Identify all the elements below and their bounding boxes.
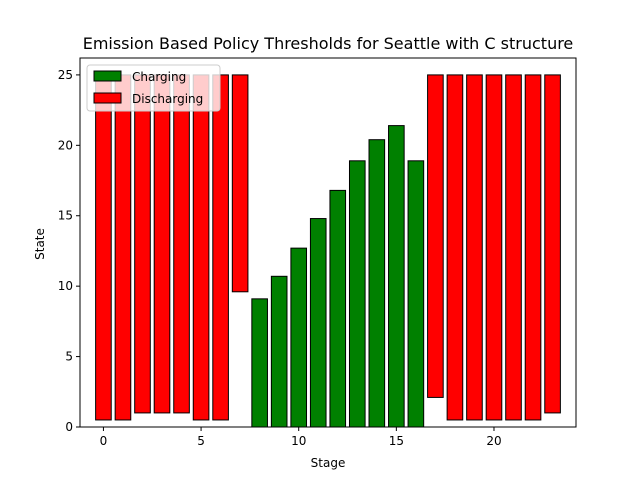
charging-legend-swatch [93, 70, 122, 82]
discharging-bar [231, 74, 249, 293]
discharging-bar [153, 74, 171, 414]
y-tick-label: 20 [58, 138, 73, 152]
charging-bar [329, 189, 347, 428]
discharging-bar [544, 74, 561, 414]
x-tick-label: 20 [486, 434, 501, 448]
discharging-bar [95, 74, 112, 421]
discharging-bar [192, 74, 210, 421]
chart-title: Emission Based Policy Thresholds for Sea… [83, 34, 574, 53]
charging-bar [270, 275, 288, 428]
x-tick-label: 15 [389, 434, 404, 448]
charging-bar [290, 247, 308, 428]
discharging-bar [212, 74, 229, 421]
charging-bar [309, 218, 327, 428]
discharging-bar [114, 74, 132, 421]
x-axis-label: Stage [311, 456, 346, 470]
discharging-bar [446, 74, 464, 421]
x-tick-label: 10 [291, 434, 306, 448]
y-tick-label: 15 [58, 209, 73, 223]
charging-bar [348, 160, 366, 428]
discharging-bar [173, 74, 190, 414]
y-tick-label: 10 [58, 279, 73, 293]
discharging-bar [134, 74, 151, 414]
y-tick-label: 5 [65, 350, 73, 364]
bars-layer [95, 74, 561, 428]
y-tick-label: 0 [65, 420, 73, 434]
discharging-legend-swatch [93, 92, 122, 104]
y-axis-label: State [33, 228, 47, 260]
axes-layer: 0 5 10 15 20 0 5 10 15 20 25 [58, 57, 577, 448]
discharging-bar [427, 74, 444, 398]
y-tick-label: 25 [58, 68, 73, 82]
plot-frame [79, 57, 577, 428]
charging-legend-label: Charging [132, 70, 186, 84]
x-tick-label: 5 [197, 434, 205, 448]
legend: Charging Discharging [86, 64, 221, 112]
discharging-bar [505, 74, 522, 421]
discharging-bar [466, 74, 483, 421]
charging-bar [388, 125, 405, 428]
discharging-bar [524, 74, 542, 421]
charging-bar [407, 160, 425, 428]
charging-bar [368, 139, 386, 428]
x-tick-label: 0 [100, 434, 108, 448]
discharging-bar [485, 74, 503, 421]
charging-bar [251, 298, 268, 428]
discharging-legend-label: Discharging [132, 92, 203, 106]
